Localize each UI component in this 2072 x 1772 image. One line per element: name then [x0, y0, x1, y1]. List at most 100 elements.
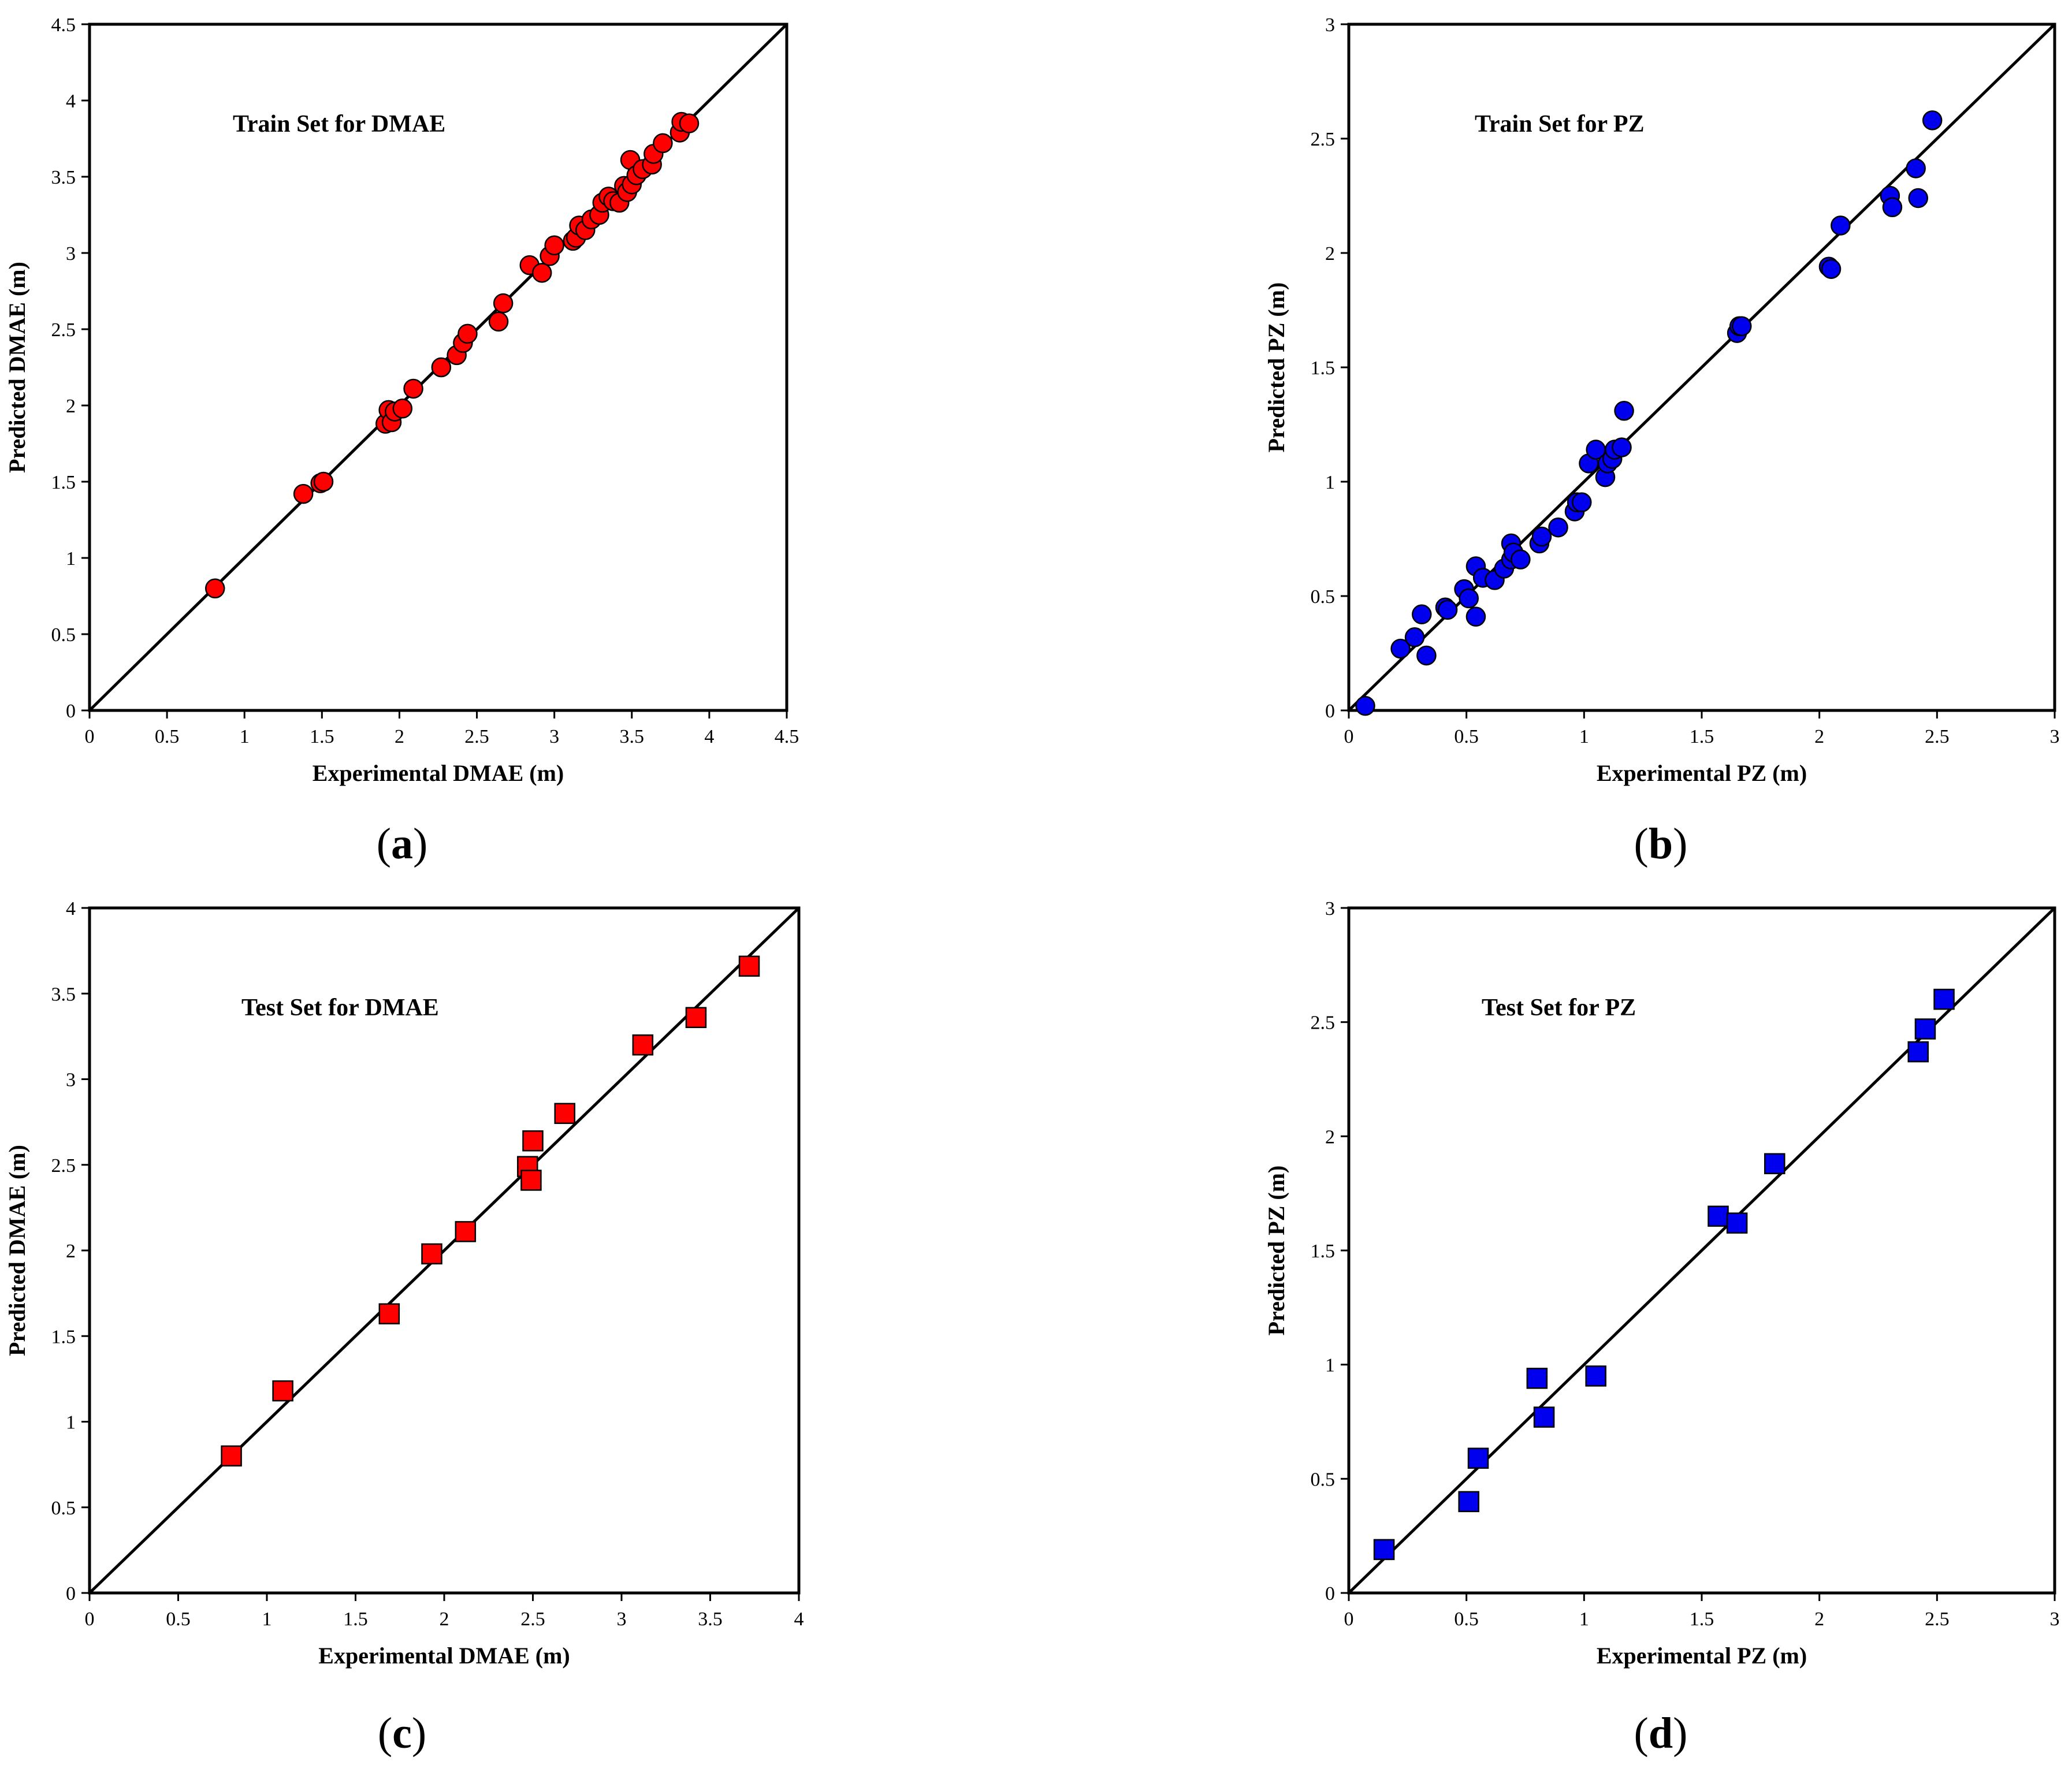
data-point — [205, 578, 225, 599]
x-axis-label: Experimental PZ (m) — [1597, 1643, 1807, 1669]
data-point — [1572, 492, 1592, 512]
data-point — [431, 357, 452, 378]
panel-label-c: (c) — [344, 1708, 460, 1759]
data-point — [1465, 606, 1486, 627]
y-tick-label: 0 — [66, 701, 76, 722]
y-tick-label: 4 — [66, 898, 76, 919]
data-point — [1612, 437, 1632, 457]
y-tick-label: 1 — [1325, 1355, 1335, 1376]
x-tick-label: 3 — [549, 726, 559, 747]
y-tick-label: 2.5 — [1311, 1012, 1336, 1034]
data-point — [1548, 517, 1568, 538]
data-point — [403, 378, 423, 399]
x-tick-label: 3 — [2050, 726, 2060, 747]
x-tick-label: 2.5 — [464, 726, 489, 747]
panel-label-c-close: ) — [411, 1709, 427, 1758]
panel-label-c-open: ( — [377, 1709, 393, 1758]
y-tick-label: 1.5 — [1311, 1241, 1336, 1262]
y-tick-label: 2 — [66, 396, 76, 417]
data-point — [1933, 988, 1955, 1010]
x-tick-label: 1.5 — [1690, 726, 1714, 747]
x-tick-label: 2.5 — [1925, 726, 1950, 747]
data-point — [1906, 158, 1926, 178]
y-axis-label: Predicted DMAE (m) — [4, 262, 30, 473]
x-tick-label: 3.5 — [698, 1609, 723, 1630]
data-point — [1914, 1018, 1936, 1040]
x-tick-label: 2 — [440, 1609, 449, 1630]
y-tick-label: 2.5 — [51, 1155, 76, 1177]
y-tick-label: 2.5 — [51, 319, 76, 341]
data-point — [1708, 1205, 1729, 1227]
x-tick-label: 0 — [85, 726, 95, 747]
data-point — [272, 1380, 293, 1402]
x-tick-label: 2 — [1814, 1609, 1824, 1630]
y-tick-label: 0.5 — [1311, 586, 1336, 608]
y-tick-label: 1.5 — [51, 1326, 76, 1347]
data-point — [1531, 526, 1552, 547]
y-tick-label: 0 — [1325, 1583, 1335, 1605]
data-point — [457, 323, 478, 344]
y-axis-label: Predicted DMAE (m) — [4, 1145, 30, 1356]
x-tick-label: 4 — [704, 726, 714, 747]
x-tick-label: 3 — [2050, 1609, 2060, 1630]
data-point — [1511, 549, 1531, 569]
x-tick-label: 3.5 — [620, 726, 645, 747]
y-tick-label: 2 — [1325, 1126, 1335, 1148]
data-point — [488, 311, 509, 332]
data-point — [685, 1007, 707, 1029]
data-point — [1614, 400, 1634, 421]
x-tick-label: 2.5 — [520, 1609, 545, 1630]
data-point — [1907, 1041, 1929, 1063]
panel-label-d-letter: d — [1648, 1709, 1673, 1758]
chart-title: Train Set for PZ — [1475, 111, 1645, 137]
data-point — [1404, 627, 1425, 647]
y-tick-label: 3 — [1325, 14, 1335, 36]
data-point — [1416, 645, 1437, 666]
data-point — [1726, 1212, 1748, 1234]
x-tick-label: 2 — [1814, 726, 1824, 747]
y-tick-label: 0.5 — [51, 624, 76, 646]
y-tick-label: 1 — [1325, 472, 1335, 493]
data-point — [1373, 1539, 1395, 1561]
data-point — [1437, 600, 1458, 620]
x-tick-label: 2 — [395, 726, 404, 747]
y-tick-label: 1.5 — [1311, 358, 1336, 379]
data-point — [1585, 1365, 1606, 1387]
data-point — [544, 235, 564, 256]
data-point — [421, 1243, 442, 1265]
x-tick-label: 3 — [617, 1609, 627, 1630]
y-tick-label: 3 — [66, 243, 76, 265]
x-tick-label: 0.5 — [1454, 726, 1479, 747]
chart-d: 0 0.5 1 1.5 2 2.5 3 0 0.5 1 1.5 2 2.5 3 Experimental P… — [1263, 898, 2060, 1669]
x-tick-label: 4 — [794, 1609, 804, 1630]
data-point — [738, 955, 760, 977]
data-point — [1922, 110, 1943, 131]
data-point — [1533, 1406, 1555, 1428]
y-tick-label: 3.5 — [51, 984, 76, 1005]
y-tick-label: 3 — [66, 1070, 76, 1091]
x-tick-label: 0.5 — [1454, 1609, 1479, 1630]
x-tick-label: 2.5 — [1925, 1609, 1950, 1630]
y-tick-label: 0 — [1325, 701, 1335, 722]
chart-title: Train Set for DMAE — [233, 111, 445, 137]
panel-label-d: (d) — [1603, 1708, 1718, 1759]
x-tick-label: 0.5 — [166, 1609, 191, 1630]
data-point — [1764, 1153, 1785, 1175]
panel-label-a: (a) — [344, 819, 460, 869]
data-point — [679, 113, 700, 133]
panel-label-b-open: ( — [1634, 820, 1649, 868]
panel-label-b-letter: b — [1648, 820, 1673, 868]
data-point — [493, 293, 514, 314]
data-point — [293, 483, 314, 504]
panel-label-a-close: ) — [413, 820, 428, 868]
y-tick-label: 3 — [1325, 898, 1335, 919]
data-point — [554, 1103, 576, 1125]
y-axis-label: Predicted PZ (m) — [1263, 1166, 1289, 1336]
data-point — [531, 263, 552, 283]
reference-line-y-equals-x — [1348, 907, 2056, 1594]
data-point — [1412, 604, 1432, 624]
x-tick-label: 0 — [1344, 726, 1354, 747]
plot-frame — [88, 23, 788, 712]
y-tick-label: 1 — [66, 1412, 76, 1434]
